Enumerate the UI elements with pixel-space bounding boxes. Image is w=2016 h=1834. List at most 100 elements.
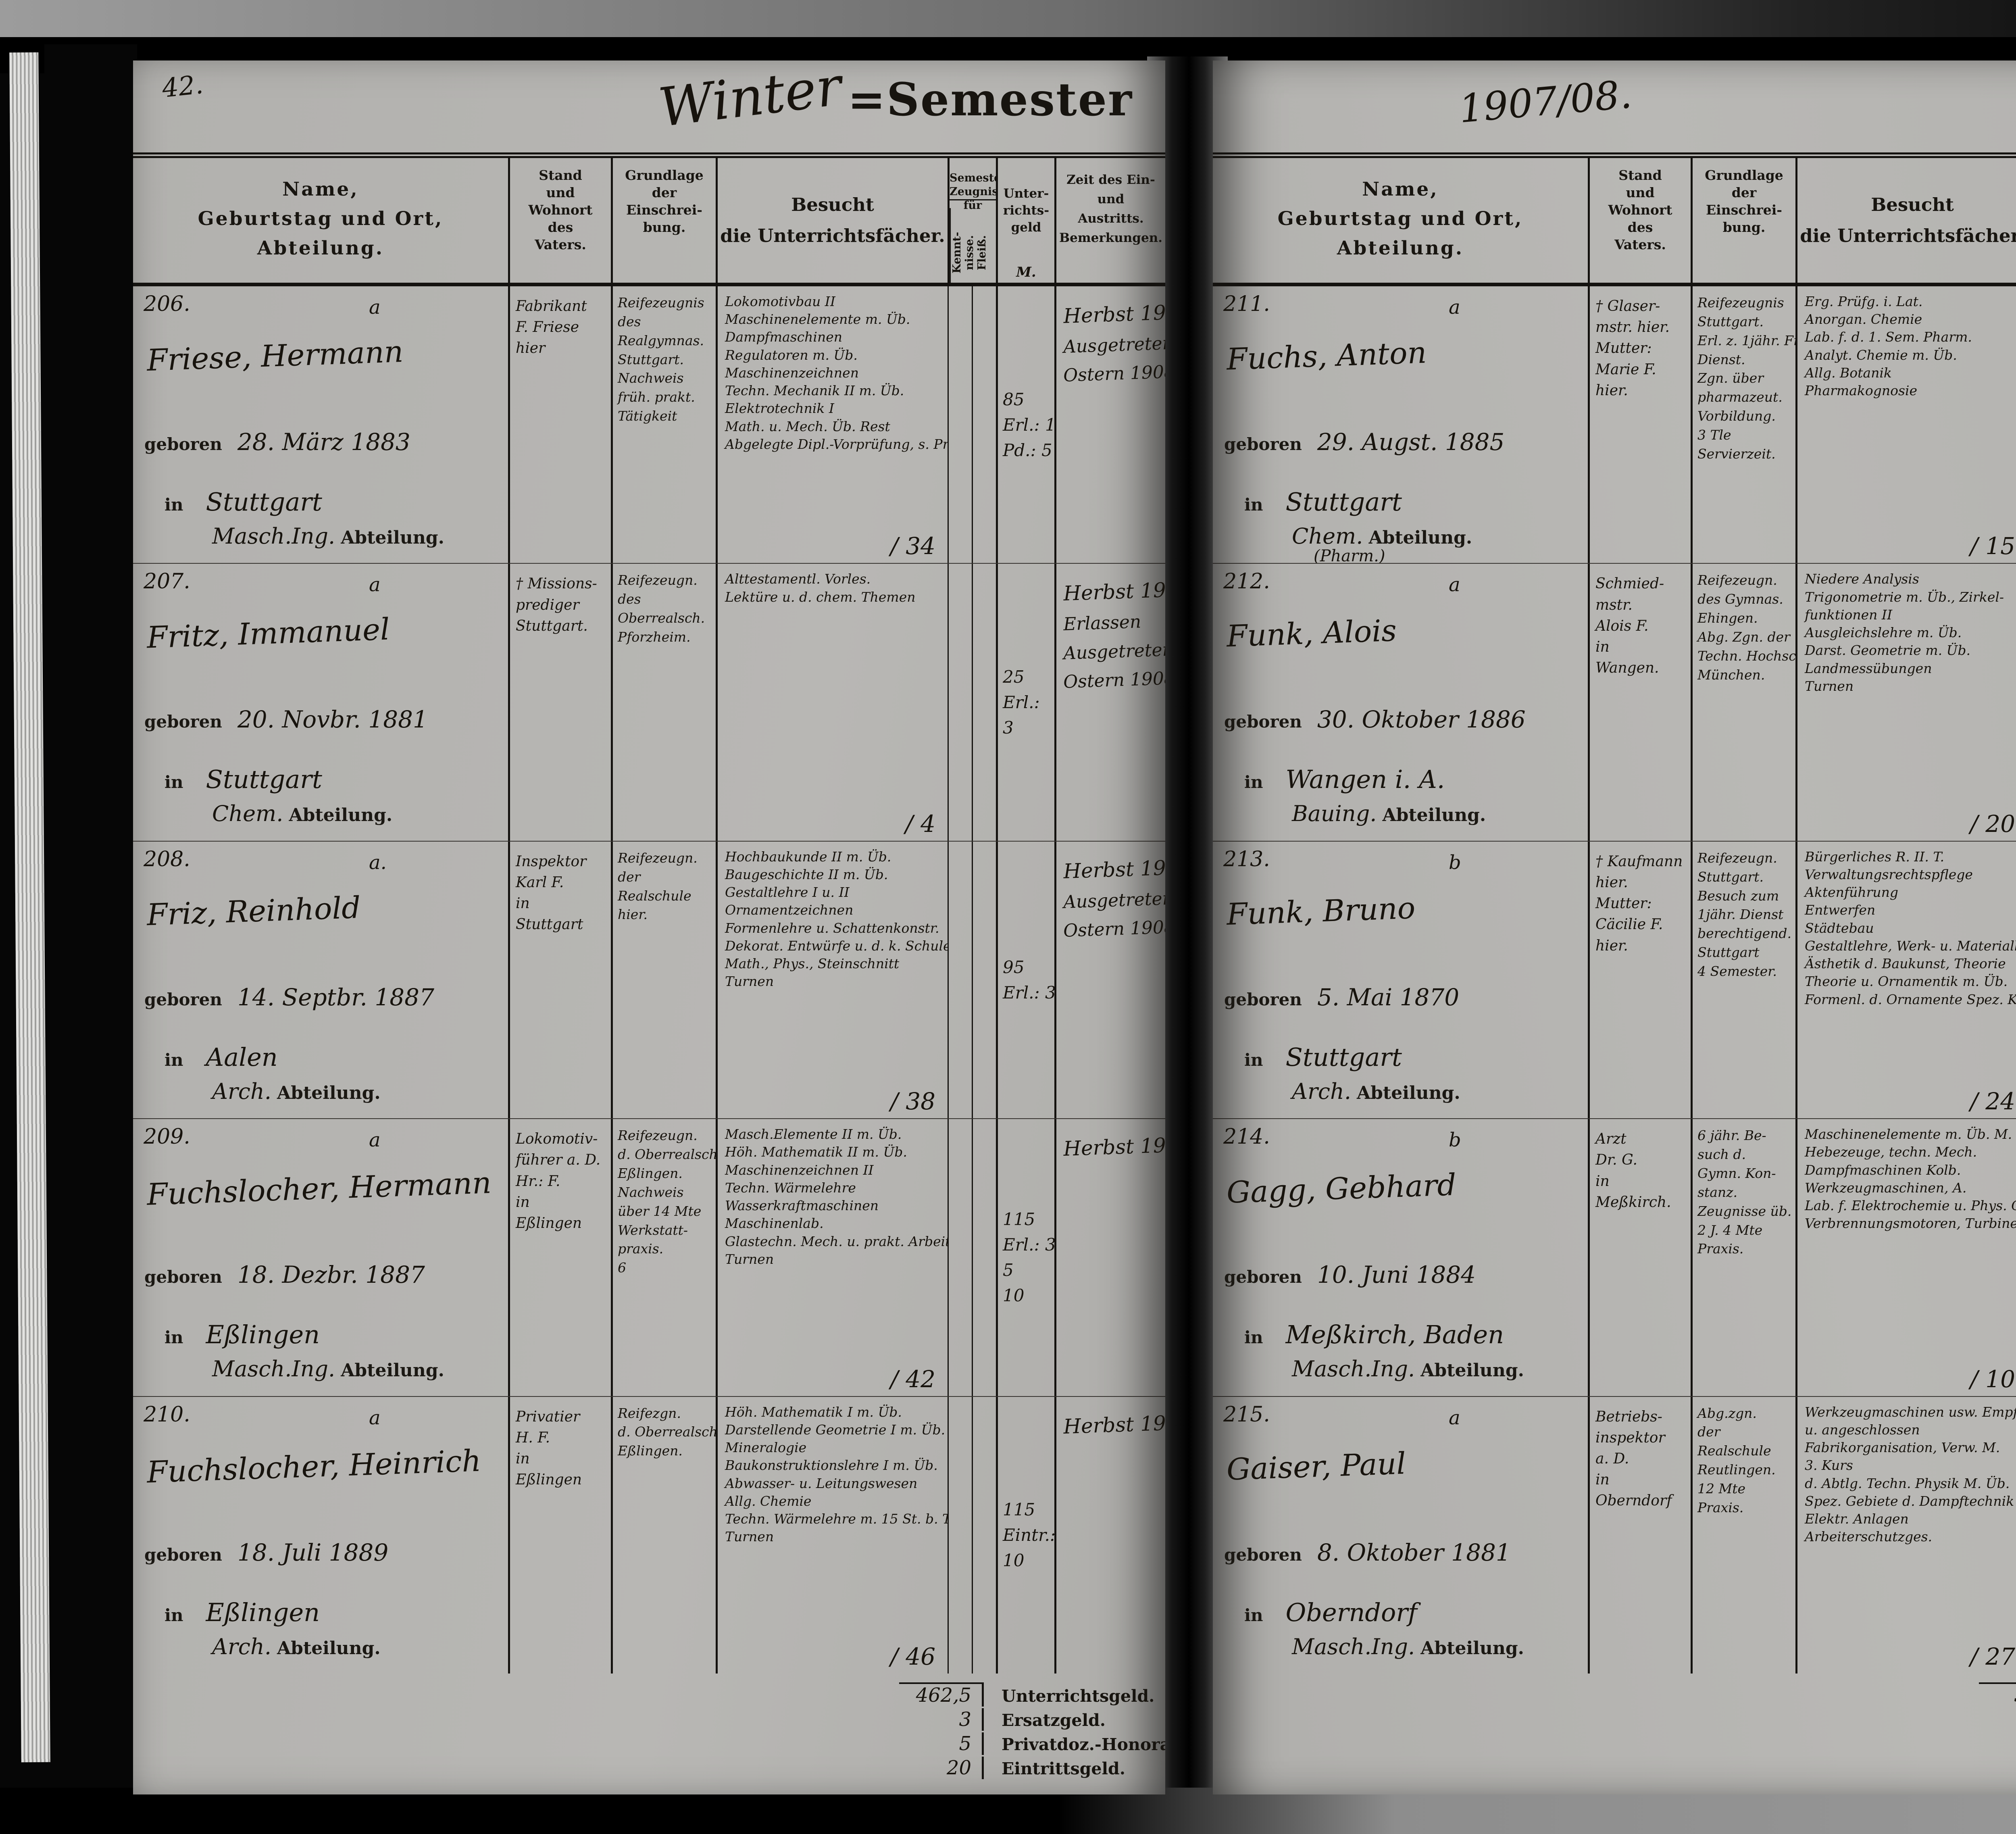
abteilung-label: Abteilung. [1420,1638,1524,1659]
script-line: † Kaufmann [1595,853,1683,870]
total-value: 10 [1979,1732,2016,1755]
script-line: Eßlingen. [618,1165,683,1181]
header-certificates: Semester- Zeugnisse für Kennt- nisse. Fl… [948,158,996,283]
student-name: Fuchs, Anton [1226,335,1427,377]
abteilung-label: Abteilung. [1368,527,1472,548]
enrollment-cell: Reifezeugn. Stuttgart. Besuch zum 1jähr. Di… [1691,841,1795,1119]
student-cell: 214. b Gagg, Gebhard geboren 10. Juni 1884 in… [1213,1119,1588,1396]
script-line: in [1595,1471,1610,1488]
abteilung-row: Arch. Abteilung. [212,1079,381,1104]
script-line: Fabrikorganisation, Verw. M. [1805,1440,2000,1456]
script-line: 3. Kurs [1805,1457,1853,1473]
fee-cell: 95 Erl.: 3 [996,841,1054,1119]
geboren-label: geboren [144,989,222,1009]
script-line: praxis. [618,1241,664,1257]
subjects-cell: Masch.Elemente II m. Üb. Höh. Mathematik … [716,1119,948,1396]
register-rows-right: 211. a Fuchs, Anton geboren 29. Augst. 1885 i… [1213,286,2016,1674]
script-line: Stuttgart. [1697,869,1764,885]
abteilung-row: Arch. Abteilung. [1292,1079,1460,1104]
script-line: Math. u. Mech. Üb. Rest [725,418,890,434]
script-line: 115 [1003,1500,1035,1520]
script-line: in [1595,638,1610,655]
entry-number: 207. [144,569,190,594]
script-line: hier. [1595,874,1628,891]
in-label: in [1244,772,1263,792]
register-row: 207. a Fritz, Immanuel geboren 20. Novbr. 18… [133,563,1165,841]
script-line: Turnen [725,1529,774,1545]
register-row: 214. b Gagg, Gebhard geboren 10. Juni 1884 in… [1213,1118,2016,1396]
script-line: Maschinenelemente m. Üb. [725,311,910,327]
script-line: Niedere Analysis [1805,571,1919,587]
geboren-label: geboren [144,1267,222,1287]
script-line: Techn. Hochsch. [1697,648,1795,664]
subjects-cell: Niedere Analysis Trigonometrie m. Üb., Zi… [1795,564,2016,841]
register-row: 213. b Funk, Bruno geboren 5. Mai 1870 in Stut… [1213,840,2016,1119]
script-line: Ausgleichslehre m. Üb. [1805,625,1962,641]
script-line: 6 [618,1260,626,1276]
abteilung-value: Masch.Ing. [212,523,335,549]
script-line: früh. prakt. [618,389,695,405]
student-name: Fuchslocher, Heinrich [146,1443,482,1490]
script-line: Ehingen. [1697,610,1758,626]
abteilung-value: Masch.Ing. [1292,1634,1415,1659]
script-line: der [618,869,641,885]
hours-total: ∕ 20 [1970,810,2015,838]
script-line: Erl.: 3 [1003,983,1054,1003]
script-line: Reifezeugnis [1697,295,1784,311]
totals-row: 462,5 Unterrichtsgeld. [899,1682,1165,1707]
section-mark: a [369,1406,381,1429]
script-line: Nachweis [618,1184,684,1200]
father-cell: Schmied-mstr. Alois F. in Wangen. [1588,564,1691,841]
abteilung-label: Abteilung. [1382,805,1486,826]
birthplace: Stuttgart [206,765,322,794]
kenntnisse-cell [948,564,972,841]
script-line: Abgelegte Dipl.-Vorprüfung, s. Prot. [725,436,948,452]
hours-total: ∕ 38 [890,1088,935,1115]
script-line: 1jähr. Dienst [1697,907,1784,923]
script-line: Oberrealsch. [618,610,705,626]
script-line: 95 [1003,957,1025,977]
birth-date: 30. Oktober 1886 [1317,706,1526,734]
header-fleiss: Fleiß. [976,235,989,270]
hours-total: ∕ 46 [890,1643,935,1671]
script-line: Dampfmaschinen Kolb. [1805,1162,1961,1178]
script-line: Lektüre u. d. chem. Themen [725,589,916,605]
birthplace-row: in Stuttgart [1244,1042,1402,1072]
geboren-label: geboren [144,712,222,732]
abteilung-label: Abteilung. [277,1638,381,1659]
geboren-label: geboren [1224,1544,1302,1565]
abteilung-value: Chem. [212,801,283,827]
script-line: des [618,591,641,607]
book-cover-left [44,44,137,1790]
script-line: Darstellende Geometrie I m. Üb. [725,1421,946,1438]
geboren-label: geboren [1224,1267,1302,1287]
script-line: hier. [1595,382,1628,399]
entry-number: 206. [144,292,190,316]
script-line: Tätigkeit [618,408,677,424]
script-line: Spez. Gebiete d. Dampftechnik [1805,1493,2014,1509]
birth-row: geboren 14. Septbr. 1887 [144,984,434,1011]
script-line: Höh. Mathematik I m. Üb. [725,1404,902,1420]
script-line: Servierzeit. [1697,446,1776,462]
script-line: Theorie u. Ornamentik m. Üb. [1805,973,2008,990]
script-line: Erl.: 3 [1003,1235,1054,1255]
script-line: Marie F. [1595,361,1656,378]
script-line: Meßkirch. [1595,1194,1671,1211]
script-line: Höh. Mathematik II m. Üb. [725,1144,907,1160]
subjects-cell: Hochbaukunde II m. Üb. Baugeschichte II m… [716,841,948,1119]
total-label: Privatdoz.-Honorar. [1002,1735,1165,1754]
script-line: Maschinenelemente m. Üb. M. [1805,1126,2012,1142]
semester-title: Winter=Semester [656,60,1133,139]
birthplace: Eßlingen [206,1320,320,1350]
script-line: Alttestamentl. Vorles. [725,571,871,587]
birth-date: 14. Septbr. 1887 [237,983,434,1011]
fee-cell: 115 Erl.: 3 5 10 [996,1119,1054,1396]
table-header: Name, Geburtstag und Ort, Abteilung. Sta… [1213,152,2016,286]
script-line: Fabrikant [516,298,587,315]
subjects-cell: Alttestamentl. Vorles. Lektüre u. d. chem… [716,564,948,841]
script-line: Gymn. Kon- [1697,1165,1776,1181]
birth-row: geboren 18. Dezbr. 1887 [144,1261,425,1288]
abteilung-row: Masch.Ing. Abteilung. [212,523,444,549]
total-value: 20 [1979,1757,2016,1779]
